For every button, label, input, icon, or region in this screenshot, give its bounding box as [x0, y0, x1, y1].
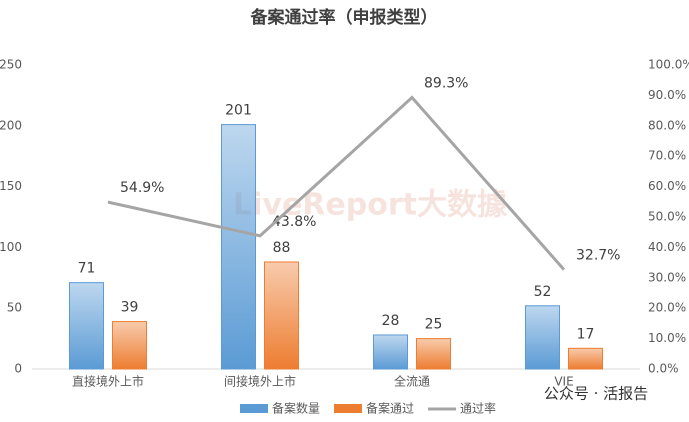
- y2-tick-label: 60.0%: [648, 179, 686, 193]
- line: [107, 95, 566, 271]
- y-tick-label: 100: [0, 240, 22, 254]
- y-tick-label: 200: [0, 118, 22, 132]
- data-label: 28: [382, 313, 400, 329]
- data-label: 39: [121, 300, 139, 316]
- bar: [373, 334, 408, 370]
- y-tick-label: 0: [14, 362, 22, 376]
- y-tick-label: 150: [0, 179, 22, 193]
- x-tick-label: 间接境外上市: [224, 374, 296, 389]
- y2-tick-label: 90.0%: [648, 88, 686, 102]
- bar: [221, 124, 256, 370]
- legend-swatch: [240, 404, 268, 413]
- data-label: 17: [577, 326, 595, 342]
- y2-tick-label: 80.0%: [648, 118, 686, 132]
- bar: [112, 321, 147, 370]
- data-label: 201: [225, 103, 252, 119]
- x-tick-label: VIE: [554, 375, 573, 389]
- chart-title: 备案通过率（申报类型）: [250, 7, 438, 28]
- x-tick-label: 全流通: [394, 374, 430, 389]
- x-tick-label: 直接境外上市: [72, 374, 144, 389]
- y2-tick-label: 40.0%: [648, 240, 686, 254]
- bar: [525, 305, 560, 370]
- y2-tick-label: 0.0%: [648, 362, 679, 376]
- data-label: 25: [425, 317, 443, 333]
- bar: [416, 338, 451, 370]
- y-tick-label: 50: [7, 301, 22, 315]
- data-label: 32.7%: [576, 248, 620, 264]
- legend-swatch: [334, 404, 363, 413]
- y2-tick-label: 100.0%: [648, 58, 689, 72]
- data-label: 54.9%: [120, 180, 164, 196]
- bar: [264, 261, 299, 370]
- legend-label: 备案数量: [272, 401, 320, 416]
- data-label: 88: [273, 240, 291, 256]
- y2-tick-label: 10.0%: [648, 331, 686, 345]
- data-label: 43.8%: [272, 214, 316, 230]
- y2-tick-label: 30.0%: [648, 270, 686, 284]
- data-label: 52: [534, 284, 552, 300]
- legend-label: 通过率: [460, 401, 496, 416]
- y2-tick-label: 70.0%: [648, 149, 686, 163]
- y2-tick-label: 20.0%: [648, 301, 686, 315]
- source-note: 公众号 · 活报告: [544, 385, 648, 403]
- bar: [69, 282, 104, 370]
- legend-label: 备案通过: [366, 401, 414, 416]
- y-tick-label: 250: [0, 58, 22, 72]
- watermark: LiveReport大数據: [233, 188, 508, 223]
- y2-tick-label: 50.0%: [648, 210, 686, 224]
- data-label: 89.3%: [424, 76, 468, 92]
- data-label: 71: [78, 261, 96, 277]
- bar: [568, 347, 603, 370]
